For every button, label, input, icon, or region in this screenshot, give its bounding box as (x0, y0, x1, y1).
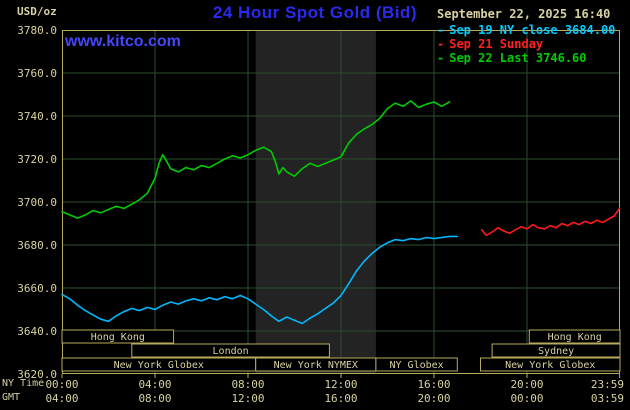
session-label: London (213, 346, 249, 357)
legend-label: Sep 21 Sunday (449, 37, 544, 51)
legend: - Sep 19 NY close 3684.00 - Sep 21 Sunday … (437, 23, 615, 65)
session-box-sydney (491, 343, 621, 358)
price-line-sep21 (480, 207, 621, 237)
x-tick-label-gmt: 12:00 (231, 392, 264, 405)
session-box-hong-kong (528, 329, 621, 344)
y-axis-tick-label: 3640.0 (17, 325, 57, 338)
y-axis-tick-label: 3660.0 (17, 282, 57, 295)
legend-line-marker: - (437, 37, 445, 51)
y-axis-tick-label: 3720.0 (17, 153, 57, 166)
session-label: New York NYMEX (274, 360, 358, 371)
session-box-hong-kong (61, 329, 175, 344)
legend-line-marker: - (437, 51, 445, 65)
x-tick-label-gmt: 00:00 (510, 392, 543, 405)
x-tick-label-nytime: 12:00 (324, 378, 357, 391)
x-tick-label-nytime: 00:00 (45, 378, 78, 391)
chart-title: 24 Hour Spot Gold (Bid) (212, 3, 418, 22)
legend-label: Sep 19 NY close 3684.00 (449, 23, 616, 37)
x-tick-label-gmt: 08:00 (138, 392, 171, 405)
x-tick-label-gmt: 03:59 (591, 392, 624, 405)
session-box-new-york-globex (480, 357, 621, 372)
session-label: New York Globex (114, 360, 204, 371)
y-axis-tick-label: 3760.0 (17, 67, 57, 80)
x-tick-label-nytime: 20:00 (510, 378, 543, 391)
y-axis-tick-label: 3740.0 (17, 110, 57, 123)
session-label: Sydney (538, 346, 574, 357)
x-tick-label-gmt: 16:00 (324, 392, 357, 405)
price-line-sep19 (61, 235, 459, 325)
x-tick-label-nytime: 04:00 (138, 378, 171, 391)
session-label: New York Globex (505, 360, 595, 371)
x-tick-label-nytime: 16:00 (417, 378, 450, 391)
session-box-london (131, 343, 330, 358)
plot-frame (62, 30, 620, 374)
legend-line-marker: - (437, 23, 445, 37)
session-label: Hong Kong (91, 332, 145, 343)
x-tick-label-nytime: 23:59 (591, 378, 624, 391)
y-axis-tick-label: 3680.0 (17, 239, 57, 252)
price-line-sep22 (61, 100, 451, 219)
session-label: Hong Kong (548, 332, 602, 343)
gridlines (62, 30, 620, 374)
legend-entry-sep19: - Sep 19 NY close 3684.00 (437, 23, 615, 37)
y-axis-tick-label: 3620.0 (17, 368, 57, 381)
x-tick-label-gmt: 20:00 (417, 392, 450, 405)
y-axis-tick-label: 3700.0 (17, 196, 57, 209)
session-box-ny-globex (375, 357, 458, 372)
x-tick-label-nytime: 08:00 (231, 378, 264, 391)
session-label: NY Globex (390, 360, 444, 371)
x-axis-row-label-gmt: GMT (2, 392, 21, 403)
legend-entry-sep21: - Sep 21 Sunday (437, 37, 615, 51)
kitco-watermark-link[interactable]: www.kitco.com (65, 33, 181, 50)
y-axis-tick-label: 3780.0 (17, 24, 57, 37)
legend-entry-sep22: - Sep 22 Last 3746.60 (437, 51, 615, 65)
y-axis-units-label: USD/oz (17, 5, 57, 18)
chart-datetime: September 22, 2025 16:40 (437, 7, 611, 21)
x-tick-label-gmt: 04:00 (45, 392, 78, 405)
x-axis-row-label-nytime: NY Time (2, 378, 45, 389)
legend-label: Sep 22 Last 3746.60 (449, 51, 587, 65)
